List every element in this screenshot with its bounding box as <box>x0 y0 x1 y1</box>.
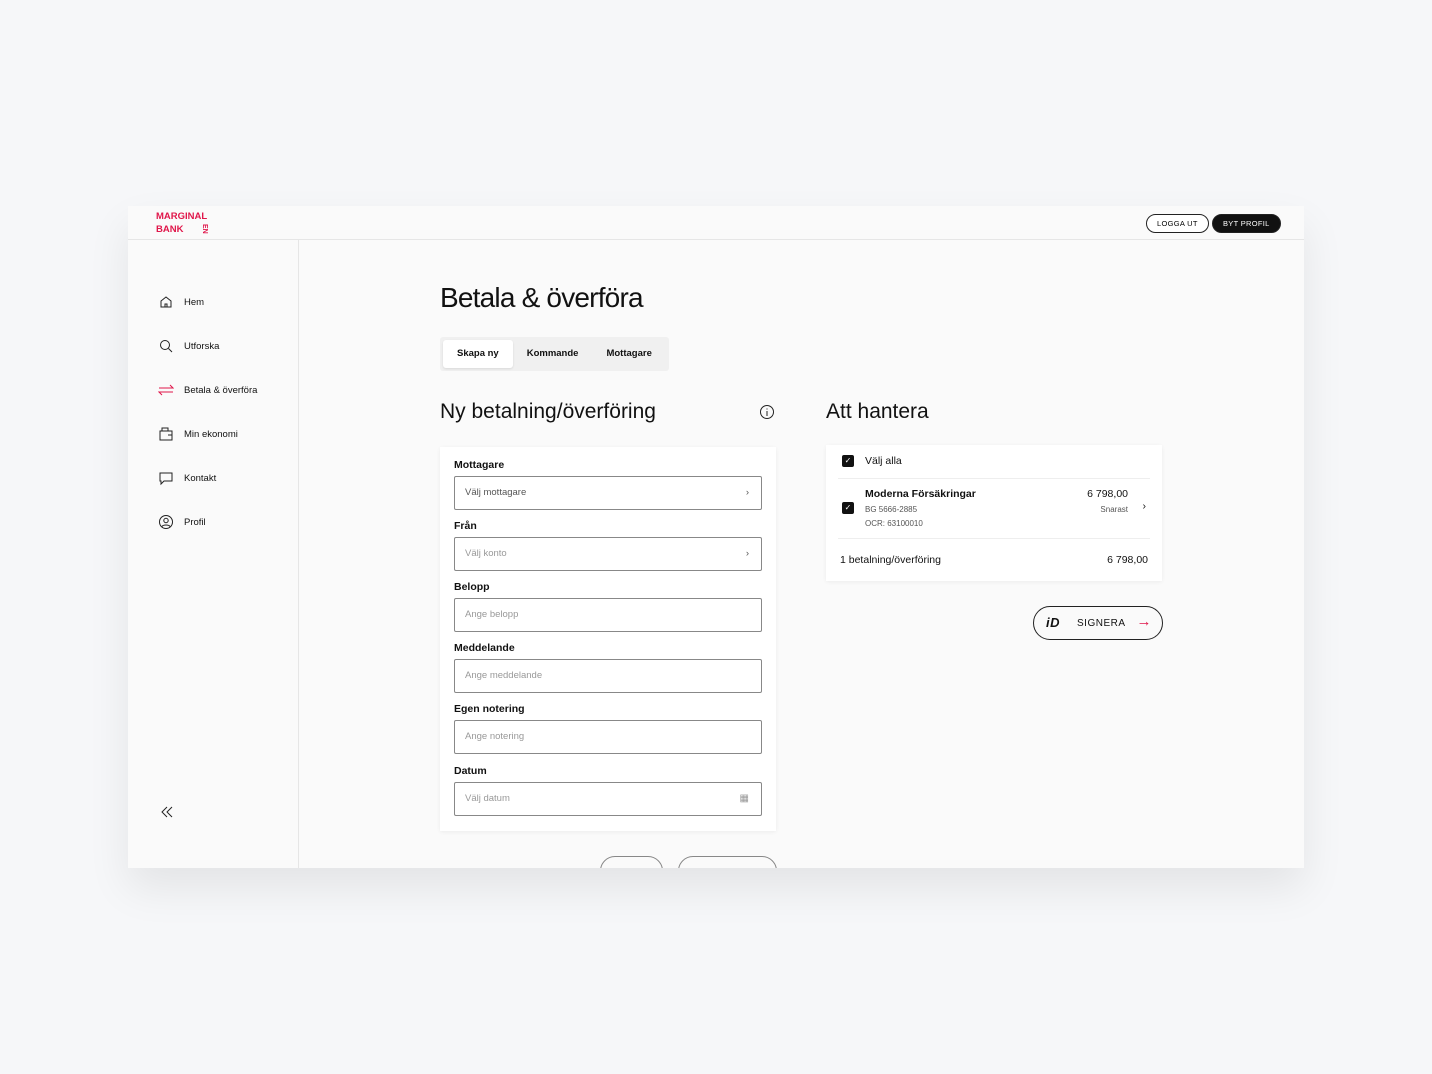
pending-card: ✓ Välj alla ✓ Moderna Försäkringar BG 56… <box>826 445 1162 581</box>
search-icon <box>160 340 173 353</box>
amount-input[interactable]: Ange belopp <box>454 598 762 632</box>
field-label: Mottagare <box>454 459 505 471</box>
logo-line2: BANK <box>156 224 184 235</box>
summary-amount: 6 798,00 <box>1107 554 1148 566</box>
form-title: Ny betalning/överföring <box>440 400 656 423</box>
divider <box>838 538 1150 539</box>
switch-profile-button[interactable]: BYT PROFIL <box>1212 214 1281 233</box>
sign-button[interactable]: iD SIGNERA → <box>1033 606 1163 640</box>
tab-skapa-ny[interactable]: Skapa ny <box>443 340 513 368</box>
logo-language: EN <box>201 224 208 234</box>
select-all-label: Välj alla <box>865 455 902 467</box>
field-label: Meddelande <box>454 642 515 654</box>
account-select[interactable]: Välj konto › <box>454 537 762 571</box>
payment-checkbox[interactable]: ✓ <box>842 502 854 514</box>
date-input[interactable]: Välj datum ▦ <box>454 782 762 816</box>
payee-ocr: OCR: 63100010 <box>865 519 923 528</box>
sidebar-item-betala[interactable]: Betala & överföra <box>158 382 257 398</box>
user-icon <box>159 515 173 529</box>
wallet-icon <box>159 427 173 441</box>
payment-amount: 6 798,00 <box>1087 488 1128 500</box>
message-input[interactable]: Ange meddelande <box>454 659 762 693</box>
pending-title: Att hantera <box>826 400 929 423</box>
sidebar-item-hem[interactable]: Hem <box>158 294 204 310</box>
chevrons-left-icon[interactable] <box>159 804 175 820</box>
logout-button[interactable]: LOGGA UT <box>1146 214 1209 233</box>
home-icon <box>160 296 172 308</box>
divider <box>838 478 1150 479</box>
payment-when: Snarast <box>1100 505 1128 514</box>
field-label: Datum <box>454 765 487 777</box>
logo[interactable]: MARGINAL BANK EN <box>156 210 218 238</box>
chat-icon <box>159 472 173 486</box>
select-all-checkbox[interactable]: ✓ <box>842 455 854 467</box>
chevron-right-icon: › <box>745 487 749 498</box>
bankid-icon: iD <box>1046 615 1060 630</box>
sidebar-item-profil[interactable]: Profil <box>158 514 206 530</box>
main-content: Betala & överföra Skapa ny Kommande Mott… <box>299 240 1304 868</box>
note-input[interactable]: Ange notering <box>454 720 762 754</box>
app-window: MARGINAL BANK EN LOGGA UT BYT PROFIL Hem… <box>128 206 1304 868</box>
tab-kommande[interactable]: Kommande <box>526 348 579 359</box>
calendar-icon[interactable]: ▦ <box>739 793 749 804</box>
info-icon[interactable] <box>759 404 775 420</box>
summary-label: 1 betalning/överföring <box>840 554 941 566</box>
transfer-icon <box>158 384 174 396</box>
sidebar-item-min-ekonomi[interactable]: Min ekonomi <box>158 426 238 442</box>
recipient-select[interactable]: Välj mottagare › <box>454 476 762 510</box>
header: MARGINAL BANK EN LOGGA UT BYT PROFIL <box>128 206 1304 240</box>
cancel-button[interactable] <box>600 856 663 868</box>
sidebar-item-utforska[interactable]: Utforska <box>158 338 219 354</box>
add-button[interactable] <box>678 856 777 868</box>
payment-form: Mottagare Välj mottagare › Från Välj kont… <box>440 447 776 831</box>
field-label: Egen notering <box>454 703 525 715</box>
logo-line1: MARGINAL <box>156 211 208 222</box>
field-label: Från <box>454 520 477 532</box>
payee-name: Moderna Försäkringar <box>865 488 976 500</box>
page-title: Betala & överföra <box>440 282 644 313</box>
field-label: Belopp <box>454 581 490 593</box>
arrow-right-icon: → <box>1136 613 1152 630</box>
sidebar: Hem Utforska Betala & överföra Min ekono… <box>128 240 299 868</box>
payee-bg: BG 5666-2885 <box>865 505 918 514</box>
tabs: Skapa ny Kommande Mottagare <box>440 337 669 371</box>
sidebar-item-kontakt[interactable]: Kontakt <box>158 470 216 486</box>
chevron-right-icon: › <box>745 548 749 559</box>
tab-mottagare[interactable]: Mottagare <box>606 348 652 359</box>
chevron-right-icon[interactable]: › <box>1142 500 1147 512</box>
